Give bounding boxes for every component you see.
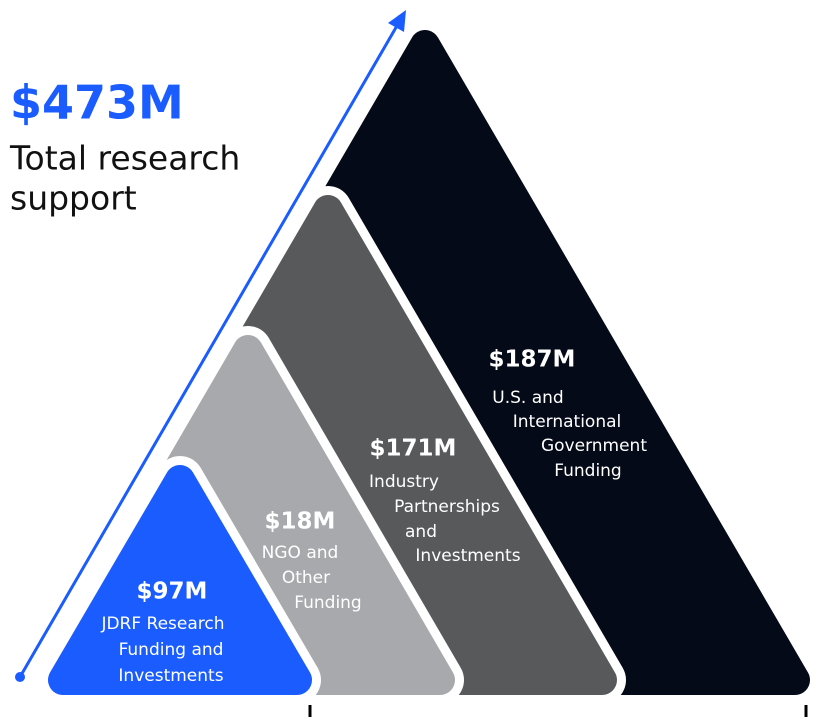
layer-amount: $97M — [137, 579, 208, 605]
layer-label: International — [513, 412, 622, 432]
layer-label: Funding — [554, 461, 621, 481]
total-label: support — [10, 179, 137, 218]
pyramid — [30, 30, 810, 704]
layer-label: U.S. and — [492, 388, 563, 408]
layer-amount: $18M — [265, 509, 336, 535]
layer — [48, 465, 312, 695]
arrow-head — [388, 10, 406, 32]
layer-label: Investments — [118, 666, 223, 686]
layer-label: Investments — [415, 546, 520, 566]
layer-label: Funding — [294, 593, 361, 613]
growth-arrow — [18, 23, 400, 678]
total-amount: $473M — [10, 76, 184, 130]
layer-amount: $171M — [370, 436, 457, 462]
layer-label: JDRF Research — [100, 614, 224, 634]
layer-label: and — [405, 522, 437, 542]
layer-label: NGO and — [262, 543, 339, 563]
layer-label: Industry — [369, 472, 439, 492]
total-label: Total research — [9, 139, 240, 178]
layer-label: Other — [282, 568, 330, 588]
arrow-start — [15, 672, 25, 682]
layer-amount: $187M — [489, 347, 576, 373]
layer-label: Government — [541, 436, 647, 456]
layer-label: Funding and — [119, 640, 224, 660]
layer-label: Partnerships — [394, 497, 500, 517]
